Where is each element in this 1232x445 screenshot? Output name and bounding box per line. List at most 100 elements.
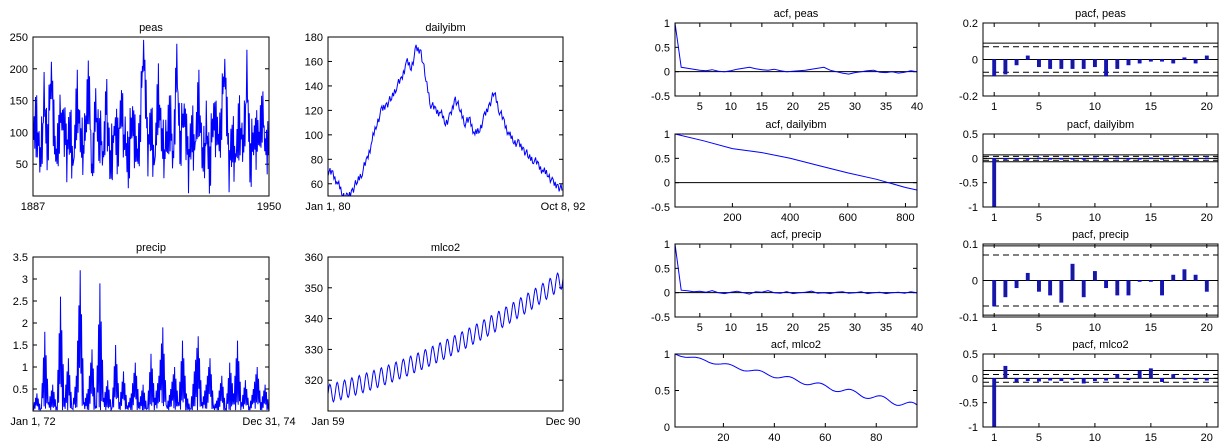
- panel-precip: precip 0.5 1 1.5 2 2.5 3 3.5 Jan 1, 72 Dec 31, 74: [10, 242, 295, 428]
- pacf-bar: [1014, 59, 1019, 66]
- y-tick-label: 0: [664, 67, 670, 79]
- y-tick-label: 350: [305, 283, 323, 295]
- x-tick-label: 400: [781, 212, 799, 224]
- x-tick-label: Dec 31, 74: [242, 416, 295, 428]
- pacf-bar: [1160, 378, 1164, 382]
- y-tick-label: 0: [972, 373, 978, 385]
- panel-acf-mlco2: acf, mlco2 0 0.5 1 20 40 60 80: [655, 339, 918, 444]
- y-tick-label: 0: [972, 55, 978, 67]
- x-tick-label: 20: [1201, 212, 1213, 224]
- pacf-bar: [1104, 158, 1109, 160]
- axes-frame: [982, 22, 1219, 97]
- pacf-bar: [1104, 59, 1109, 77]
- x-tick-label: 35: [880, 101, 892, 113]
- x-tick-label: 10: [725, 101, 737, 113]
- pacf-bar: [1037, 378, 1041, 382]
- pacf-bar: [1148, 59, 1153, 62]
- y-tick-label: 340: [305, 314, 323, 326]
- panel-title: pacf, precip: [1072, 229, 1129, 241]
- panel-title: dailyibm: [425, 22, 465, 34]
- pacf-bar: [1070, 378, 1075, 381]
- y-tick-label: -0.2: [959, 91, 978, 103]
- x-tick-label: 15: [756, 101, 768, 113]
- panel-pacf-precip: pacf, precip-0.100.11 5 10 15 20: [959, 229, 1219, 334]
- pacf-bar: [1115, 59, 1120, 69]
- y-tick-label: 0.5: [655, 263, 670, 275]
- pacf-bar: [1048, 59, 1053, 69]
- pacf-bar: [1137, 158, 1142, 160]
- x-tick-label: 80: [870, 432, 882, 444]
- y-tick-label: 0: [664, 178, 670, 190]
- y-tick-label: 320: [305, 375, 323, 387]
- y-tick-label: 160: [305, 56, 323, 68]
- pacf-bar: [1059, 280, 1064, 303]
- panel-title: acf, dailyibm: [765, 119, 826, 131]
- x-tick-label: 20: [1201, 322, 1213, 334]
- pacf-bar: [992, 59, 997, 77]
- x-tick-label: 600: [839, 212, 857, 224]
- pacf-bar: [1193, 158, 1198, 160]
- pacf-bar: [992, 158, 997, 208]
- y-tick-label: 100: [305, 130, 323, 142]
- pacf-bar: [1003, 158, 1008, 160]
- y-tick-label: 1: [22, 362, 28, 374]
- pacf-bar: [1115, 280, 1120, 296]
- pacf-bar: [1037, 59, 1041, 68]
- y-tick-label: 1: [664, 239, 670, 251]
- pacf-bar: [1148, 157, 1153, 160]
- axes-frame: [327, 256, 564, 412]
- pacf-bar: [1092, 157, 1097, 160]
- pacf-bar: [1025, 158, 1030, 160]
- pacf-bar: [1070, 59, 1075, 69]
- x-tick-label: 30: [849, 101, 861, 113]
- pacf-bar: [1081, 158, 1086, 160]
- pacf-bar: [992, 378, 997, 428]
- acf-line: [675, 354, 917, 406]
- pacf-bar: [1081, 378, 1086, 384]
- y-tick-label: 60: [311, 179, 323, 191]
- panel-acf-precip: acf, precip-0.500.515 10 15 20 25 30 35 40: [651, 229, 923, 334]
- y-tick-label: 0.2: [963, 18, 978, 30]
- axes-frame: [674, 22, 918, 97]
- y-tick-label: 120: [305, 105, 323, 117]
- x-tick-label: 20: [1201, 101, 1213, 113]
- pacf-bar: [1037, 280, 1041, 292]
- series-line: [33, 270, 269, 411]
- pacf-bar: [1182, 378, 1187, 380]
- pacf-bar: [1204, 55, 1209, 60]
- x-tick-label: Dec 90: [546, 416, 581, 428]
- panel-title: acf, peas: [774, 8, 819, 20]
- pacf-bar: [1014, 158, 1019, 160]
- x-tick-label: 15: [1145, 212, 1157, 224]
- x-tick-label: 20: [787, 322, 799, 334]
- x-tick-label: 25: [818, 101, 830, 113]
- panel-title: acf, precip: [771, 229, 822, 241]
- pacf-bar: [1182, 57, 1187, 60]
- pacf-bar: [1126, 59, 1131, 66]
- x-tick-label: 5: [1036, 322, 1042, 334]
- pacf-bar: [1014, 378, 1019, 382]
- pacf-bar: [1003, 280, 1008, 298]
- panel-acf-peas: acf, peas-0.500.515 10 15 20 25 30 35 40: [651, 8, 923, 113]
- pacf-bar: [1081, 59, 1086, 69]
- acf-line: [675, 244, 917, 295]
- series-line: [33, 39, 269, 194]
- x-tick-label: 40: [768, 432, 780, 444]
- y-tick-label: 200: [10, 64, 28, 76]
- pacf-bar: [1126, 158, 1131, 160]
- panel-peas: peas 50 100 150 200 250 1887 1950: [10, 22, 282, 213]
- pacf-bar: [1048, 378, 1053, 381]
- y-tick-label: 0: [972, 276, 978, 288]
- y-tick-label: 0: [972, 153, 978, 165]
- pacf-bar: [1160, 280, 1164, 296]
- y-tick-label: 1: [664, 18, 670, 30]
- y-tick-label: 3.5: [13, 252, 28, 264]
- axes-frame: [674, 243, 918, 318]
- y-tick-label: 0.1: [963, 239, 978, 251]
- pacf-bar: [1137, 280, 1142, 282]
- pacf-bar: [1193, 59, 1198, 64]
- panel-pacf-mlco2: pacf, mlco2-1-0.500.51 5 10 15 20: [959, 339, 1219, 444]
- pacf-bar: [1104, 280, 1109, 289]
- x-tick-label: Oct 8, 92: [541, 201, 586, 213]
- pacf-bar: [1171, 274, 1176, 281]
